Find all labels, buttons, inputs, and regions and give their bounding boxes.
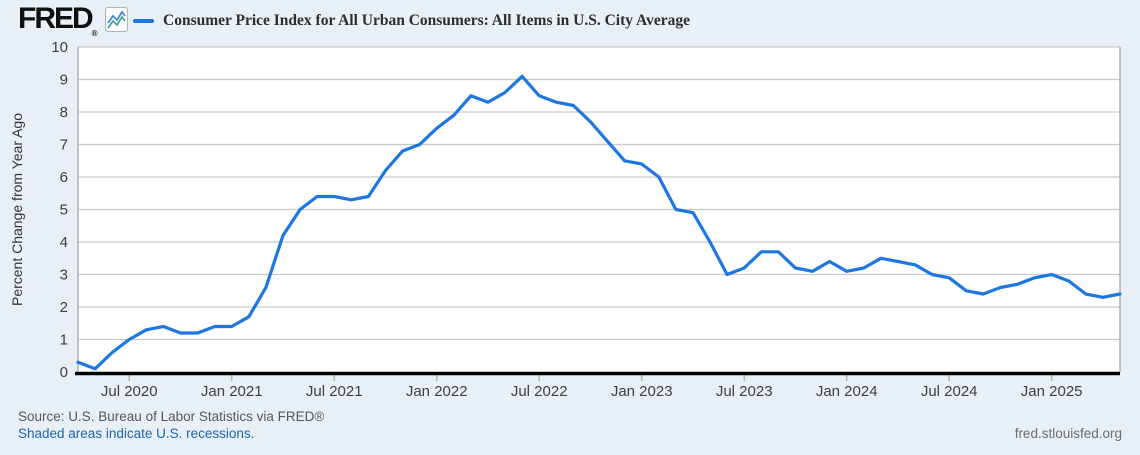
y-tick-label: 4 [60,234,68,251]
y-tick-label: 0 [60,364,68,381]
sparkline-glyph [107,10,126,29]
x-tick-label: Jan 2021 [201,383,263,400]
fred-site-url: fred.stlouisfed.org [1014,426,1122,441]
x-tick-label: Jul 2023 [716,383,773,400]
fred-logo-text: FRED [18,2,94,35]
x-tick-label: Jan 2023 [611,383,673,400]
cpi-series-line [76,74,1122,371]
y-tick-label: 3 [60,267,68,284]
y-axis-title: Percent Change from Year Ago [9,113,25,306]
y-tick-label: 5 [60,202,68,219]
x-tick-label: Jul 2021 [306,383,363,400]
source-attribution: Source: U.S. Bureau of Labor Statistics … [18,409,325,424]
y-tick-label: 1 [60,332,68,349]
fred-logo[interactable]: FRED® [18,4,98,49]
x-tick-label: Jul 2020 [101,383,158,400]
x-tick-label: Jul 2022 [511,383,568,400]
fred-sparkline-icon[interactable] [105,7,128,32]
x-tick-label: Jul 2024 [921,383,978,400]
y-tick-label: 7 [60,137,68,154]
y-tick-label: 2 [60,299,68,316]
x-tick-label: Jan 2025 [1021,383,1083,400]
y-tick-label: 9 [60,72,68,89]
y-tick-label: 8 [60,104,68,121]
recession-shading-link[interactable]: Shaded areas indicate U.S. recessions. [18,426,255,441]
y-tick-label: 6 [60,169,68,186]
x-tick-label: Jan 2024 [816,383,878,400]
chart-title: Consumer Price Index for All Urban Consu… [163,12,690,29]
fred-logo-registered-mark: ® [91,29,98,38]
x-tick-label: Jan 2022 [406,383,468,400]
series-legend-swatch [133,19,154,23]
y-tick-label: 10 [51,39,68,56]
